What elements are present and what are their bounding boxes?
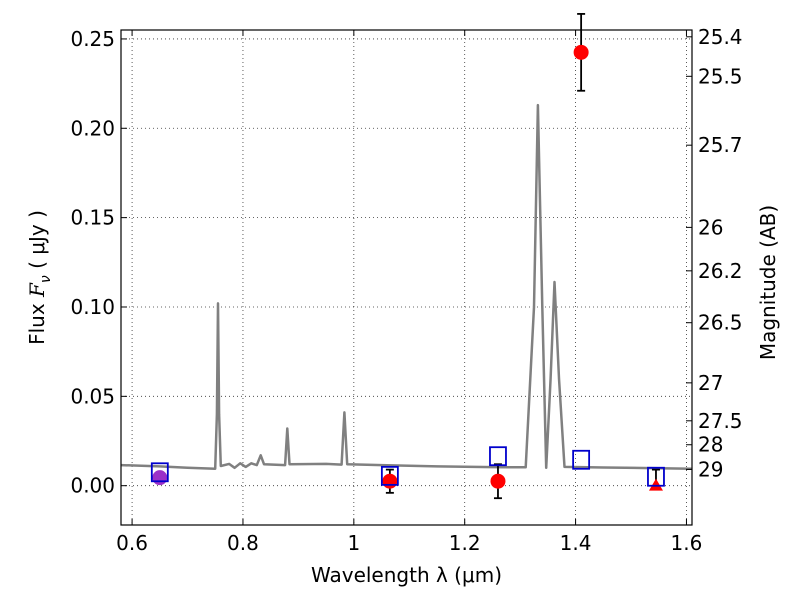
y-right-tick-label: 28 [698, 433, 723, 457]
axis-ticks [121, 30, 692, 525]
observed-point [152, 470, 168, 486]
model-photometry-point [489, 446, 507, 467]
model-photometry-point [150, 462, 169, 483]
observed-point [490, 473, 506, 489]
x-tick-label: 1 [347, 531, 360, 555]
photometry-points [150, 13, 665, 500]
y-right-tick-label: 27.5 [698, 409, 743, 433]
y-right-tick-label: 26.2 [698, 259, 743, 283]
tick-labels: 0.6 0.8 1 1.2 1.4 1.6 0.00 0.05 0.10 0.15 0.20 0.25… [70, 25, 742, 555]
y-tick-label: 0.00 [70, 474, 115, 498]
observed-point [573, 44, 589, 60]
model-spectrum [120, 103, 693, 470]
grid [121, 30, 692, 525]
model-spectrum-line [120, 103, 693, 470]
x-tick-label: 1.2 [449, 531, 481, 555]
y-tick-label: 0.10 [70, 295, 115, 319]
x-tick-label: 0.6 [116, 531, 148, 555]
x-tick-label: 0.8 [227, 531, 259, 555]
y-axis-label: Flux Fν ( μJy ) [25, 210, 54, 345]
y-right-tick-label: 25.5 [698, 64, 743, 88]
y-axis-label-symbol: F [25, 282, 49, 298]
y-axis-label-units: ( μJy ) [25, 210, 49, 275]
y-tick-label: 0.25 [70, 27, 115, 51]
y-tick-label: 0.20 [70, 116, 115, 140]
y-tick-label: 0.15 [70, 206, 115, 230]
y-axis-label-prefix: Flux [25, 297, 49, 345]
x-tick-label: 1.6 [671, 531, 703, 555]
y-right-tick-label: 25.4 [698, 25, 743, 49]
y-tick-label: 0.05 [70, 384, 115, 408]
y-right-tick-label: 27 [698, 371, 723, 395]
y-right-tick-label: 26 [698, 215, 723, 239]
observed-point [382, 473, 398, 489]
model-photometry-point [380, 465, 399, 486]
y-axis-right-label: Magnitude (AB) [756, 205, 780, 360]
y-right-tick-label: 26.5 [698, 311, 743, 335]
x-tick-label: 1.4 [560, 531, 592, 555]
y-right-tick-label: 29 [698, 457, 723, 481]
model-photometry-point [572, 449, 591, 470]
y-axis-label-sub: ν [38, 275, 54, 283]
x-axis-label: Wavelength λ (μm) [311, 563, 502, 587]
plot-frame [120, 29, 693, 526]
observed-upper-limit-point [648, 478, 663, 491]
y-right-tick-label: 25.7 [698, 133, 743, 157]
model-photometry-point [647, 466, 665, 487]
